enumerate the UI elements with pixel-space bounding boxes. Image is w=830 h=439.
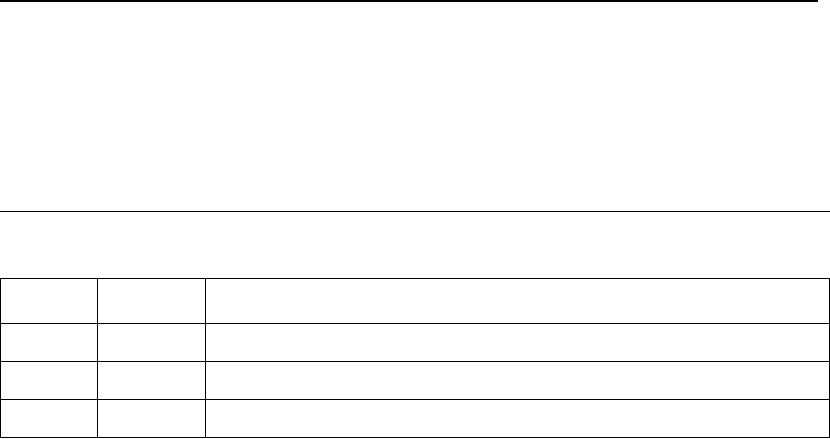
section-divider <box>0 211 830 212</box>
table-cell <box>205 399 830 438</box>
table-header-row <box>0 278 830 324</box>
table-cell <box>205 361 830 400</box>
table-cell <box>0 278 98 324</box>
table-cell <box>0 323 98 362</box>
table-cell <box>0 399 98 438</box>
table-cell <box>97 323 206 362</box>
table-cell <box>205 323 830 362</box>
table-row <box>0 361 830 400</box>
table-cell <box>97 361 206 400</box>
table-cell <box>0 361 98 400</box>
table-row <box>0 323 830 362</box>
table-row <box>0 399 830 438</box>
empty-table <box>0 278 830 438</box>
table-cell <box>97 278 206 324</box>
table-cell <box>205 278 830 324</box>
table-cell <box>97 399 206 438</box>
top-rule <box>0 0 818 2</box>
